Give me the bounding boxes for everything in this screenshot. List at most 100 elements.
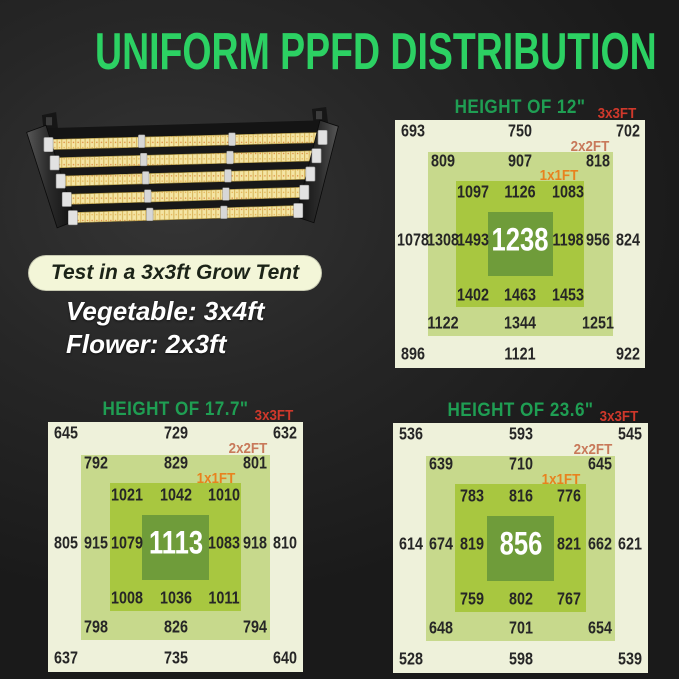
label-1x1ft: 1x1FT <box>539 168 579 185</box>
ppfd-value: 645 <box>53 422 78 443</box>
ppfd-value: 1079 <box>111 532 144 553</box>
ppfd-value: 1463 <box>504 284 536 305</box>
ppfd-value: 1402 <box>456 284 489 305</box>
ppfd-value: 1011 <box>208 587 240 608</box>
ppfd-value: 1097 <box>456 181 489 202</box>
ppfd-value: 792 <box>84 452 109 473</box>
ppfd-values: 645 729 632 792 829 801 1021 1042 1010 805 915 1079… <box>48 422 303 672</box>
page-title: UNIFORM PPFD DISTRIBUTION <box>95 23 657 81</box>
ppfd-center-value: 1238 <box>491 221 549 258</box>
ppfd-value: 1042 <box>159 484 192 504</box>
ppfd-value: 735 <box>163 647 188 668</box>
label-1x1ft: 1x1FT <box>541 471 581 488</box>
ppfd-value: 810 <box>273 532 298 553</box>
ppfd-value: 693 <box>400 120 425 141</box>
vegetable-coverage-text: Vegetable: 3x4ft <box>66 296 265 326</box>
ppfd-value: 1344 <box>504 312 536 333</box>
ppfd-value: 816 <box>508 485 533 505</box>
ppfd-value: 729 <box>163 422 188 443</box>
area-center <box>487 211 553 277</box>
ppfd-value: 1493 <box>456 229 489 250</box>
ppfd-value: 1126 <box>504 181 536 202</box>
ppfd-value: 1010 <box>207 484 240 504</box>
area-center <box>487 515 554 581</box>
ppfd-values: 693 750 702 809 907 818 1097 1126 1083 1078 1308 14… <box>395 120 645 368</box>
chart-title: HEIGHT OF 17.7" <box>102 399 249 420</box>
ppfd-value: 801 <box>242 452 267 473</box>
ppfd-value: 645 <box>587 453 612 474</box>
ppfd-value: 915 <box>84 532 109 553</box>
ppfd-value: 654 <box>587 617 612 638</box>
ppfd-value: 826 <box>163 616 188 637</box>
ppfd-value: 956 <box>585 229 610 250</box>
ppfd-value: 819 <box>460 533 485 554</box>
ppfd-value: 536 <box>398 423 423 444</box>
ppfd-value: 829 <box>163 452 188 473</box>
label-3x3ft: 3x3FT <box>597 106 636 122</box>
ppfd-value: 674 <box>429 533 454 554</box>
chart-title: HEIGHT OF 12" <box>454 97 586 118</box>
ppfd-value: 1453 <box>551 284 584 305</box>
ppfd-chart-height-17-7in: HEIGHT OF 17.7" 3x3FT 2x2FT 1x1FT 645 729… <box>48 399 303 672</box>
ppfd-value: 1078 <box>396 229 429 250</box>
ppfd-value: 1251 <box>581 312 614 333</box>
ppfd-value: 1122 <box>426 312 459 333</box>
ppfd-center-value: 856 <box>499 525 542 562</box>
ppfd-value: 539 <box>618 648 643 669</box>
ppfd-value: 710 <box>508 453 533 474</box>
ppfd-value: 1308 <box>426 229 459 250</box>
ppfd-value: 648 <box>429 617 454 638</box>
ppfd-value: 702 <box>615 120 640 141</box>
ppfd-value: 614 <box>398 533 423 554</box>
ppfd-value: 759 <box>460 588 485 609</box>
ppfd-value: 821 <box>556 533 581 554</box>
area-center <box>142 514 209 580</box>
label-2x2ft: 2x2FT <box>571 138 610 155</box>
ppfd-value: 1008 <box>111 587 144 608</box>
ppfd-value: 783 <box>460 485 485 505</box>
tent-note-text: Test in a 3x3ft Grow Tent <box>50 261 300 284</box>
label-2x2ft: 2x2FT <box>228 440 267 457</box>
ppfd-value: 640 <box>273 647 298 668</box>
ppfd-value: 809 <box>430 150 455 171</box>
flower-coverage-text: Flower: 2x3ft <box>66 329 227 359</box>
ppfd-value: 776 <box>556 485 581 505</box>
ppfd-value: 637 <box>53 647 78 668</box>
ppfd-value: 528 <box>398 648 423 669</box>
ppfd-value: 794 <box>242 616 267 637</box>
ppfd-value: 805 <box>53 532 78 553</box>
ppfd-value: 662 <box>587 533 612 554</box>
ppfd-value: 750 <box>508 120 532 141</box>
ppfd-value: 545 <box>618 423 643 444</box>
ppfd-value: 1083 <box>207 532 240 553</box>
ppfd-value: 896 <box>400 343 425 364</box>
label-3x3ft: 3x3FT <box>600 409 639 425</box>
ppfd-value: 818 <box>585 150 610 171</box>
label-2x2ft: 2x2FT <box>573 441 612 458</box>
ppfd-value: 824 <box>615 229 640 250</box>
tent-note-badge: Test in a 3x3ft Grow Tent <box>28 255 322 291</box>
label-3x3ft: 3x3FT <box>255 408 294 424</box>
ppfd-value: 632 <box>273 422 298 443</box>
ppfd-value: 639 <box>429 453 454 474</box>
ppfd-value: 598 <box>508 648 533 669</box>
ppfd-values: 536 593 545 639 710 645 783 816 776 614 674 819 856 8… <box>393 423 648 673</box>
ppfd-value: 1121 <box>504 343 536 364</box>
ppfd-value: 918 <box>242 532 267 553</box>
chart-title: HEIGHT OF 23.6" <box>447 400 594 421</box>
ppfd-value: 1083 <box>551 181 584 202</box>
ppfd-value: 593 <box>508 423 533 444</box>
ppfd-value: 922 <box>615 343 640 364</box>
ppfd-value: 1021 <box>111 484 144 504</box>
ppfd-center-value: 1113 <box>148 524 203 561</box>
grow-light-image <box>26 107 339 229</box>
ppfd-value: 1036 <box>159 587 192 608</box>
ppfd-value: 621 <box>618 533 643 554</box>
ppfd-value: 802 <box>508 588 533 609</box>
ppfd-chart-height-23-6in: HEIGHT OF 23.6" 3x3FT 2x2FT 1x1FT 536 593… <box>393 400 648 673</box>
ppfd-value: 907 <box>508 150 532 171</box>
ppfd-value: 798 <box>84 616 109 637</box>
ppfd-value: 767 <box>556 588 581 609</box>
ppfd-value: 701 <box>508 617 533 638</box>
